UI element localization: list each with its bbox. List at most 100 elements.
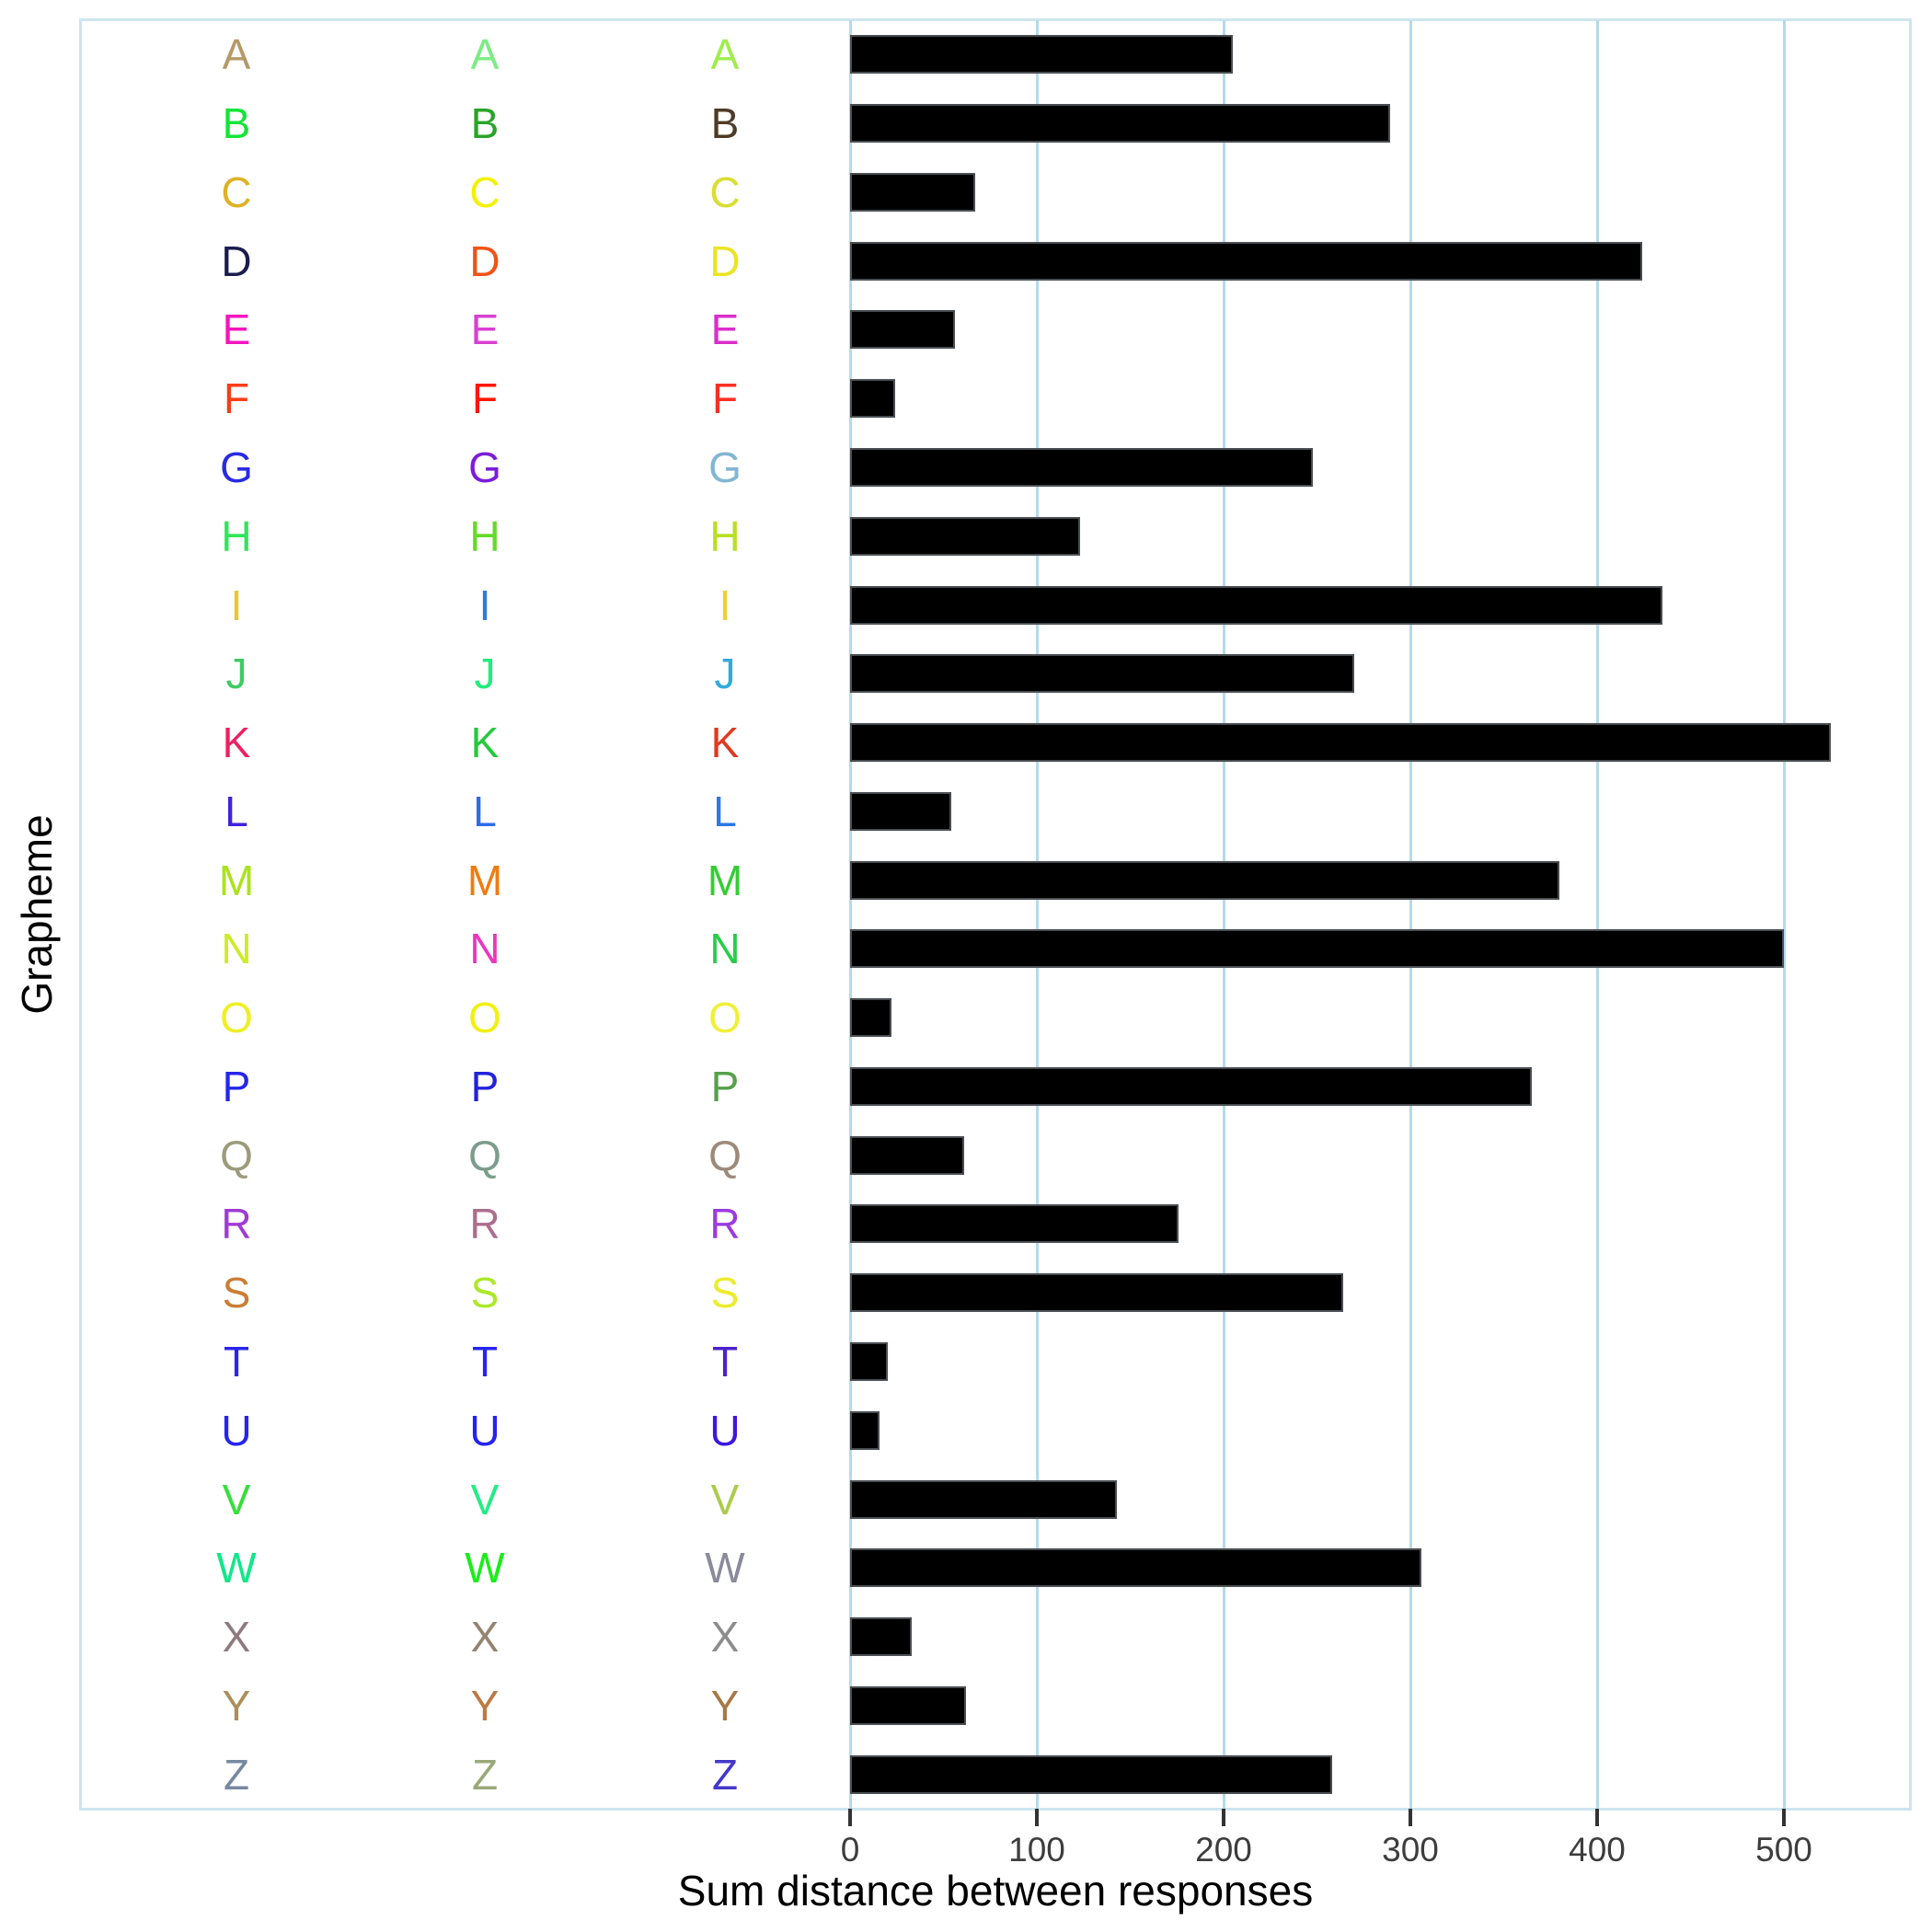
bar-Q bbox=[850, 1135, 964, 1175]
bar-E bbox=[850, 310, 955, 350]
bar-J bbox=[850, 654, 1355, 694]
gridline-x-300 bbox=[1409, 20, 1412, 1809]
grapheme-letter-col1-C: C bbox=[221, 167, 252, 216]
gridline-x-0 bbox=[849, 20, 852, 1809]
bar-R bbox=[850, 1204, 1179, 1244]
grapheme-letter-col1-B: B bbox=[222, 99, 251, 148]
grapheme-letter-col3-V: V bbox=[710, 1475, 740, 1524]
grapheme-letter-col3-O: O bbox=[708, 994, 742, 1042]
grapheme-letter-col3-P: P bbox=[710, 1062, 740, 1110]
x-tick-mark-500 bbox=[1782, 1809, 1786, 1826]
grapheme-letter-col3-X: X bbox=[710, 1613, 740, 1662]
x-tick-mark-400 bbox=[1595, 1809, 1599, 1826]
bar-D bbox=[850, 241, 1642, 281]
bar-O bbox=[850, 998, 891, 1038]
x-tick-mark-200 bbox=[1222, 1809, 1225, 1826]
grapheme-letter-col2-O: O bbox=[468, 994, 501, 1042]
grapheme-letter-col3-T: T bbox=[711, 1338, 739, 1386]
grapheme-letter-col1-P: P bbox=[222, 1062, 251, 1110]
bar-U bbox=[850, 1410, 880, 1450]
bar-Z bbox=[850, 1754, 1332, 1794]
grapheme-letter-col2-D: D bbox=[469, 236, 500, 285]
x-tick-label-100: 100 bbox=[1008, 1831, 1065, 1869]
bar-Y bbox=[850, 1685, 966, 1725]
grapheme-letter-col3-R: R bbox=[709, 1200, 741, 1248]
x-tick-label-200: 200 bbox=[1195, 1831, 1252, 1869]
grapheme-letter-col1-D: D bbox=[221, 236, 252, 285]
grapheme-letter-col3-N: N bbox=[709, 925, 741, 973]
grapheme-letter-col2-V: V bbox=[470, 1475, 500, 1524]
grapheme-letter-col3-M: M bbox=[707, 856, 743, 904]
grapheme-letter-col2-G: G bbox=[468, 443, 501, 491]
bar-F bbox=[850, 379, 895, 419]
x-tick-label-400: 400 bbox=[1569, 1831, 1626, 1869]
bar-V bbox=[850, 1479, 1118, 1519]
grapheme-letter-col1-O: O bbox=[220, 994, 253, 1042]
grapheme-letter-col1-A: A bbox=[222, 30, 251, 79]
grapheme-letter-col2-I: I bbox=[478, 581, 491, 629]
grapheme-letter-col3-B: B bbox=[710, 99, 740, 148]
grapheme-letter-col2-Q: Q bbox=[468, 1131, 501, 1179]
x-tick-label-500: 500 bbox=[1755, 1831, 1812, 1869]
grapheme-letter-col2-K: K bbox=[470, 719, 500, 767]
bar-B bbox=[850, 104, 1390, 144]
x-tick-mark-300 bbox=[1409, 1809, 1412, 1826]
grapheme-letter-col2-L: L bbox=[473, 787, 497, 835]
grapheme-letter-col2-U: U bbox=[469, 1406, 500, 1455]
x-tick-mark-0 bbox=[848, 1809, 852, 1826]
bar-I bbox=[850, 585, 1663, 625]
grapheme-letter-col1-G: G bbox=[220, 443, 253, 491]
bar-M bbox=[850, 860, 1560, 900]
grapheme-letter-col2-R: R bbox=[469, 1200, 500, 1248]
bar-T bbox=[850, 1342, 888, 1381]
grapheme-letter-col1-W: W bbox=[216, 1544, 257, 1593]
grapheme-letter-col3-L: L bbox=[713, 787, 737, 835]
grapheme-letter-col2-H: H bbox=[469, 512, 500, 560]
grapheme-letter-col1-M: M bbox=[218, 856, 255, 904]
gridline-x-400 bbox=[1596, 20, 1599, 1809]
grapheme-letter-col2-P: P bbox=[470, 1062, 500, 1110]
grapheme-letter-col3-A: A bbox=[710, 30, 740, 79]
y-axis-title: Grapheme bbox=[13, 814, 61, 1015]
grapheme-letter-col1-L: L bbox=[224, 787, 248, 835]
gridline-x-100 bbox=[1036, 20, 1039, 1809]
grapheme-letter-col3-D: D bbox=[709, 236, 741, 285]
bar-G bbox=[850, 448, 1314, 487]
grapheme-letter-col3-H: H bbox=[709, 512, 741, 560]
grapheme-letter-col3-K: K bbox=[710, 719, 740, 767]
grapheme-letter-col2-T: T bbox=[471, 1338, 499, 1386]
grapheme-letter-col1-H: H bbox=[221, 512, 252, 560]
gridline-x-200 bbox=[1223, 20, 1225, 1809]
grapheme-letter-col1-Y: Y bbox=[222, 1681, 251, 1730]
grapheme-letter-col1-I: I bbox=[230, 581, 243, 629]
grapheme-letter-col2-S: S bbox=[470, 1269, 500, 1317]
grapheme-letter-col2-N: N bbox=[469, 925, 500, 973]
bar-A bbox=[850, 35, 1234, 75]
grapheme-letter-col3-E: E bbox=[710, 305, 740, 354]
grapheme-letter-col3-Z: Z bbox=[711, 1750, 739, 1799]
plot-panel bbox=[79, 18, 1912, 1811]
grapheme-letter-col1-K: K bbox=[222, 719, 251, 767]
grapheme-letter-col1-F: F bbox=[223, 374, 250, 423]
grapheme-letter-col3-S: S bbox=[710, 1269, 740, 1317]
bar-X bbox=[850, 1617, 912, 1657]
grapheme-letter-col3-U: U bbox=[709, 1406, 741, 1455]
grapheme-letter-col2-F: F bbox=[471, 374, 499, 423]
grapheme-letter-col1-U: U bbox=[221, 1406, 252, 1455]
grapheme-letter-col2-B: B bbox=[470, 99, 500, 148]
grapheme-letter-col1-S: S bbox=[222, 1269, 251, 1317]
x-tick-label-300: 300 bbox=[1382, 1831, 1439, 1869]
bar-K bbox=[850, 723, 1831, 763]
grapheme-letter-col2-Z: Z bbox=[471, 1750, 499, 1799]
grapheme-letter-col3-C: C bbox=[709, 167, 741, 216]
grapheme-letter-col2-W: W bbox=[465, 1544, 505, 1593]
bar-H bbox=[850, 516, 1080, 556]
bar-C bbox=[850, 172, 975, 212]
grapheme-letter-col1-J: J bbox=[225, 650, 247, 698]
x-tick-mark-100 bbox=[1035, 1809, 1039, 1826]
grapheme-letter-col1-V: V bbox=[222, 1475, 251, 1524]
grapheme-letter-col2-Y: Y bbox=[470, 1681, 500, 1730]
grapheme-letter-col2-J: J bbox=[474, 650, 496, 698]
grapheme-letter-col1-Q: Q bbox=[220, 1131, 253, 1179]
